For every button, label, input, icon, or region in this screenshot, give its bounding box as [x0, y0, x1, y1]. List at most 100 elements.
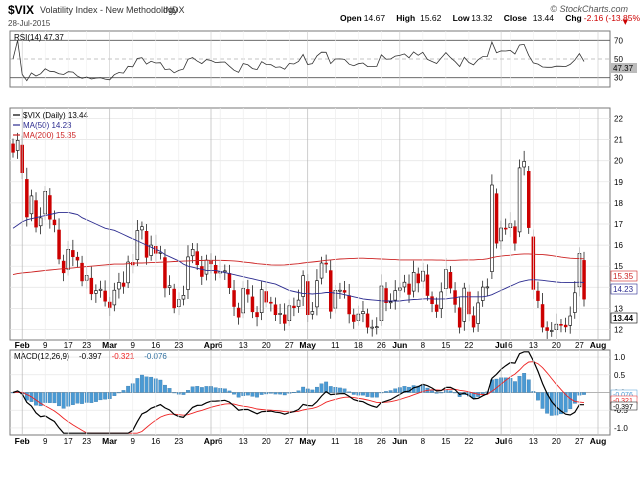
price-panel: 2221201918171615141312 $VIX (Daily) 13.4…: [9, 107, 638, 350]
quote-label: Chg: [565, 13, 582, 23]
candle-body: [503, 227, 508, 230]
x-tick-label: 20: [552, 437, 561, 446]
candle-body: [517, 167, 522, 233]
candle-body: [522, 161, 526, 168]
candle-body: [448, 271, 453, 289]
candle-body: [540, 304, 545, 328]
macd-tag-box: [610, 401, 638, 411]
rsi-tick-label: 30: [614, 74, 623, 83]
macd-histogram-bar: [365, 392, 370, 397]
x-tick-label: Jun: [392, 340, 407, 350]
legend-entry: MA(200) 15.35: [23, 131, 76, 140]
candle-body: [296, 299, 301, 307]
candle-body: [370, 326, 374, 329]
candle-body: [167, 285, 172, 288]
x-tick-label: 13: [529, 341, 538, 350]
candle-body: [411, 271, 416, 292]
macd-histogram-bar: [121, 390, 126, 393]
macd-histogram-bar: [232, 392, 236, 395]
macd-histogram-bar: [52, 392, 57, 404]
macd-histogram-bar: [61, 392, 66, 409]
macd-histogram-bar: [204, 386, 209, 393]
x-tick-label: 11: [331, 341, 340, 350]
candle-body: [476, 302, 480, 324]
x-tick-label: 6: [218, 437, 223, 446]
candle-body: [273, 304, 278, 315]
candle-body: [365, 313, 370, 328]
candle-body: [536, 290, 540, 301]
candle-body: [172, 288, 176, 309]
x-tick-label: Jun: [392, 436, 407, 446]
macd-histogram-bar: [301, 386, 306, 393]
x-tick-label: Feb: [15, 340, 30, 350]
x-tick-label: 13: [239, 437, 248, 446]
x-tick-label: 6: [508, 437, 513, 446]
candle-body: [494, 193, 499, 244]
candle-body: [61, 260, 66, 274]
macd-histogram-bar: [517, 376, 522, 393]
quote-value: 13.44: [533, 13, 555, 23]
x-tick-label: 17: [64, 437, 73, 446]
macd-histogram-bar: [522, 373, 527, 393]
macd-tick-label: 0.5: [614, 371, 626, 380]
macd-histogram-bar: [434, 392, 439, 394]
macd-histogram-bar: [140, 374, 144, 393]
macd-histogram-bar: [563, 392, 568, 413]
candle-body: [48, 195, 52, 220]
brand-label: © StockCharts.com: [550, 4, 628, 14]
candle-body: [200, 266, 204, 277]
macd-histogram-bar: [98, 392, 103, 401]
quote-value: 14.67: [364, 13, 386, 23]
candle-body: [38, 217, 43, 227]
x-tick-label: 27: [285, 437, 294, 446]
quote-value: 13.32: [471, 13, 493, 23]
rsi-value-tag-text: 47.37: [613, 64, 634, 73]
macd-tick-label: -0.5: [614, 406, 628, 415]
candle-body: [163, 257, 167, 289]
macd-histogram-bar: [273, 392, 278, 395]
x-tick-label: Feb: [15, 436, 30, 446]
rsi-value-tag: [611, 63, 637, 73]
x-tick-label: 20: [262, 341, 271, 350]
candle-body: [582, 260, 586, 300]
macd-histogram-bar: [526, 379, 531, 393]
rsi-line: [12, 40, 585, 82]
candle-body: [425, 274, 430, 296]
macd-histogram-bar: [149, 376, 154, 393]
quote-label: High: [396, 13, 415, 23]
macd-histogram-bar: [480, 392, 485, 394]
price-tag: 13.44: [613, 314, 634, 323]
x-tick-label: 9: [43, 437, 48, 446]
x-tick-label: 22: [464, 437, 473, 446]
candle-body: [29, 195, 34, 215]
instrument-name: Volatility Index - New Methodology: [40, 5, 178, 15]
rsi-tick-label: 70: [614, 36, 623, 45]
ma50-line: [12, 211, 585, 302]
candle-body: [227, 273, 232, 288]
candle-body: [71, 250, 75, 257]
candle-body: [269, 301, 273, 304]
price-tag-box: [610, 312, 638, 324]
macd-histogram-bar: [167, 388, 172, 393]
x-tick-label: 23: [174, 341, 183, 350]
macd-histogram-bar: [245, 392, 250, 396]
candle-body: [126, 261, 130, 284]
macd-histogram-bar: [70, 392, 75, 405]
macd-histogram-bar: [361, 392, 365, 396]
x-tick-label: 9: [130, 437, 135, 446]
macd-histogram-bar: [195, 386, 200, 393]
x-tick-label: 22: [464, 341, 473, 350]
ma200-line: [12, 253, 585, 276]
candle-body: [246, 289, 250, 295]
candle-body: [204, 259, 209, 275]
price-tag-box: [610, 283, 638, 295]
macd-histogram-bar: [319, 383, 324, 393]
macd-histogram-bar: [126, 385, 131, 393]
macd-histogram-bar: [172, 392, 177, 394]
macd-tick-label: -1.0: [614, 424, 628, 433]
x-tick-label: Mar: [102, 436, 118, 446]
candle-body: [342, 290, 347, 293]
x-tick-label: 26: [377, 341, 386, 350]
quote-label: Low: [453, 13, 470, 23]
